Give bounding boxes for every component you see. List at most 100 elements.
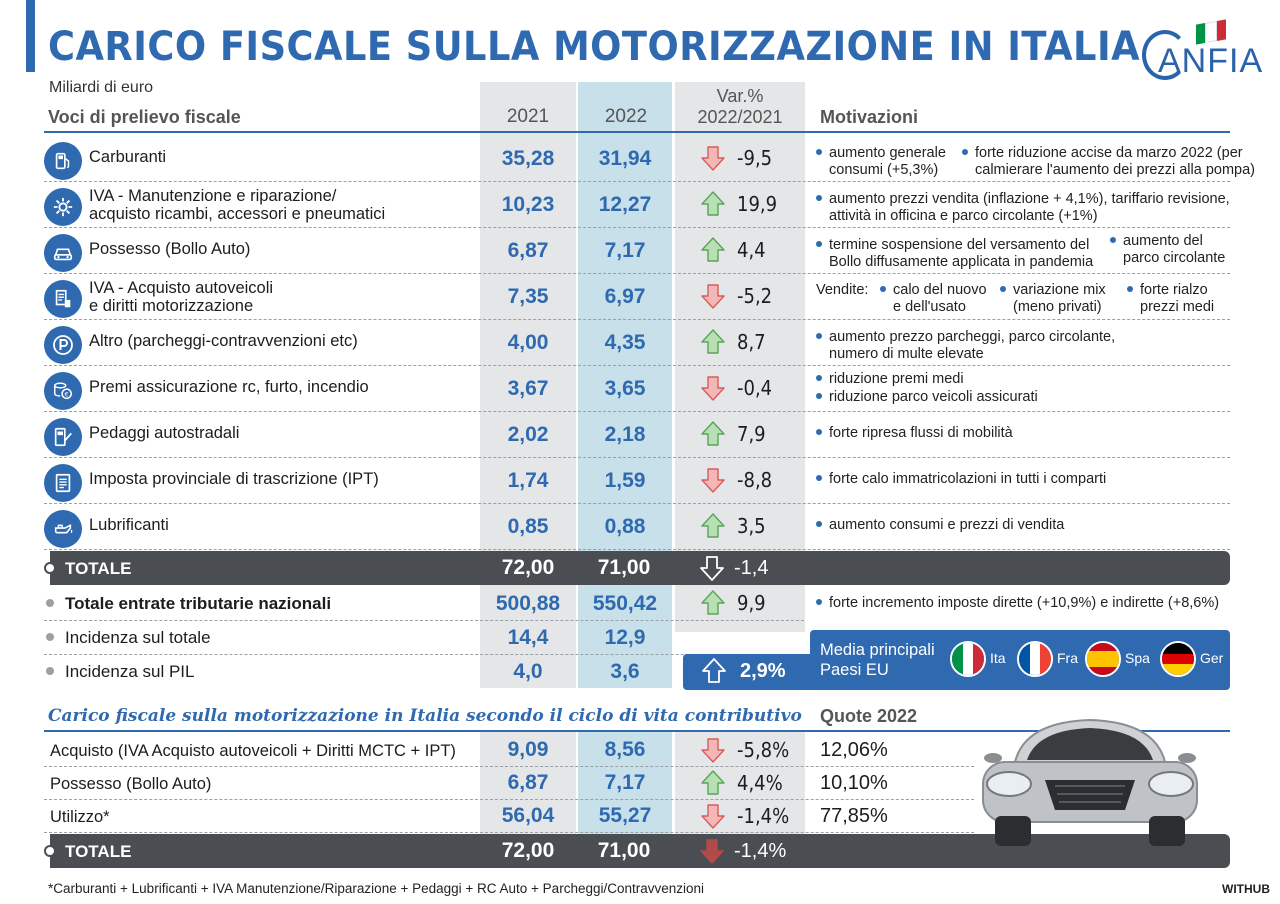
bullet-icon xyxy=(1000,286,1006,293)
eu-label: Media principali Paesi EU xyxy=(820,640,935,680)
table-row: Pedaggi autostradali 2,02 2,18 7,9 forte rip… xyxy=(44,412,1230,458)
arrow-up-icon xyxy=(701,237,725,262)
var-cell: 19,9 xyxy=(699,190,777,218)
header-var-line1: Var.% xyxy=(716,86,764,106)
value-2022: 1,59 xyxy=(604,469,646,492)
bullet-icon xyxy=(816,375,822,382)
var-value: 3,5 xyxy=(737,514,766,538)
row-label-line: IVA - Manutenzione e riparazione/ xyxy=(89,187,337,205)
incidenza-pil-row: Incidenza sul PIL 4,0 3,6 xyxy=(44,655,804,689)
arrow-up-icon xyxy=(701,513,725,538)
eu-label-line2: Paesi EU xyxy=(820,661,889,679)
arrow-up-icon xyxy=(701,590,725,615)
var-value: -5,2 xyxy=(737,284,773,308)
arrow-up-icon xyxy=(701,421,725,446)
car-illustration-icon xyxy=(982,718,1198,846)
row-label: Lubrificanti xyxy=(89,516,169,534)
value-2022: 55,27 xyxy=(598,804,652,827)
incidenza-totale-label: Incidenza sul totale xyxy=(65,628,211,647)
motivazione-line: prezzi medi xyxy=(1140,299,1215,315)
lifecycle-label: Utilizzo* xyxy=(50,808,110,826)
bullet-icon xyxy=(816,475,822,482)
var-value: 7,9 xyxy=(737,422,766,446)
var-cell: -1,4% xyxy=(699,802,789,830)
motivazione-line: Bollo diffusamente applicata in pandemia xyxy=(829,254,1094,270)
quota-value: 12,06% xyxy=(820,739,888,761)
motivazione: forte calo immatricolazioni in tutti i c… xyxy=(816,471,1106,488)
motivazione: aumento del parco circolante xyxy=(1110,233,1225,267)
table-row: Possesso (Bollo Auto) 6,87 7,17 4,4 termine … xyxy=(44,228,1230,274)
value-2021: 10,23 xyxy=(501,193,555,216)
table-row: IVA - Manutenzione e riparazione/acquist… xyxy=(44,182,1230,228)
page-title: CARICO FISCALE SULLA MOTORIZZAZIONE IN I… xyxy=(48,24,1141,70)
var-value: -1,4% xyxy=(737,804,790,828)
incidenza-pil-var: 2,9% xyxy=(700,657,786,685)
italy-flag-icon xyxy=(1196,19,1226,45)
table-row: Altro (parcheggi-contravvenzioni etc) 4,0… xyxy=(44,320,1230,366)
bullet-icon xyxy=(962,149,968,156)
section2-totale-2021: 72,00 xyxy=(501,839,555,862)
arrow-down-icon xyxy=(701,738,725,763)
bullet-icon xyxy=(816,195,822,202)
value-2021: 0,85 xyxy=(507,515,549,538)
motivazione-line: Vendite: xyxy=(816,282,869,298)
value-2021: 56,04 xyxy=(501,804,555,827)
totale-var: -1,4 xyxy=(698,554,768,582)
entrate-row: Totale entrate tributarie nazionali 500,… xyxy=(44,587,804,621)
motivazione: termine sospensione del versamento del Bo… xyxy=(816,237,1093,271)
value-2022: 4,35 xyxy=(604,331,646,354)
document-icon xyxy=(44,280,82,318)
var-value: 8,7 xyxy=(737,330,766,354)
motivazione-line: numero di multe elevate xyxy=(829,346,984,362)
row-label-line: Altro (parcheggi-contravvenzioni etc) xyxy=(89,332,358,350)
table-row: Lubrificanti 0,85 0,88 3,5 aumento consumi e… xyxy=(44,504,1230,550)
arrow-down-icon xyxy=(701,376,725,401)
svg-text:€: € xyxy=(65,391,69,399)
motivazione-line: aumento del xyxy=(1123,233,1203,249)
flag-label: Spa xyxy=(1125,650,1150,666)
motivazione-line: forte riduzione accise da marzo 2022 (pe… xyxy=(975,145,1243,161)
paper-icon xyxy=(44,464,82,502)
header-divider xyxy=(44,131,1230,133)
table-row: IVA - Acquisto autoveicoli e diritti moto… xyxy=(44,274,1230,320)
section2-totale-var-value: -1,4% xyxy=(734,839,787,862)
motivazione: variazione mix (meno privati) xyxy=(1000,282,1106,316)
motivazione: aumento consumi e prezzi di vendita xyxy=(816,517,1064,534)
var-cell: -0,4 xyxy=(699,374,772,402)
arrow-down-icon xyxy=(701,804,725,829)
var-cell: 3,5 xyxy=(699,512,766,540)
var-cell: 7,9 xyxy=(699,420,766,448)
incidenza-pil-2022: 3,6 xyxy=(610,660,640,683)
value-2021: 2,02 xyxy=(507,423,549,446)
row-label-line: IVA - Acquisto autoveicoli xyxy=(89,279,274,297)
bullet-icon xyxy=(46,599,54,607)
var-value: -9,5 xyxy=(737,146,773,170)
flag-ger-icon xyxy=(1160,641,1196,677)
incidenza-totale-row: Incidenza sul totale 14,4 12,9 xyxy=(44,621,804,655)
value-2021: 6,87 xyxy=(507,239,549,262)
incidenza-totale-2022: 12,9 xyxy=(604,626,646,649)
incidenza-pil-2021: 4,0 xyxy=(513,660,543,683)
incidenza-totale-2021: 14,4 xyxy=(507,626,549,649)
value-2021: 7,35 xyxy=(507,285,549,308)
var-value: -8,8 xyxy=(737,468,773,492)
motivazione-line: aumento generale xyxy=(829,145,946,161)
lifecycle-label: Acquisto (IVA Acquisto autoveicoli + Dir… xyxy=(50,742,456,760)
arrow-down-icon xyxy=(701,468,725,493)
bullet-icon xyxy=(1110,237,1116,244)
motivazione: aumento prezzi vendita (inflazione + 4,1… xyxy=(816,191,1230,225)
entrate-2022: 550,42 xyxy=(592,592,658,615)
table-row: Carburanti 35,28 31,94 -9,5 aumento generale… xyxy=(44,136,1255,182)
totale-label: TOTALE xyxy=(65,559,132,578)
car-icon xyxy=(44,234,82,272)
motivazione-line: forte ripresa flussi di mobilità xyxy=(829,425,1013,441)
var-cell: 4,4 xyxy=(699,236,766,264)
motivazione: Vendite: xyxy=(816,282,868,299)
row-label-line: Lubrificanti xyxy=(89,516,169,534)
section2-totale-bar: TOTALE 72,00 71,00 -1,4% xyxy=(44,834,1230,868)
arrow-up-icon xyxy=(702,658,726,683)
var-value: 4,4% xyxy=(737,771,783,795)
row-label-line: acquisto ricambi, accessori e pneumatici xyxy=(89,205,386,223)
section2-totale-label: TOTALE xyxy=(65,842,132,861)
value-2022: 0,88 xyxy=(604,515,646,538)
